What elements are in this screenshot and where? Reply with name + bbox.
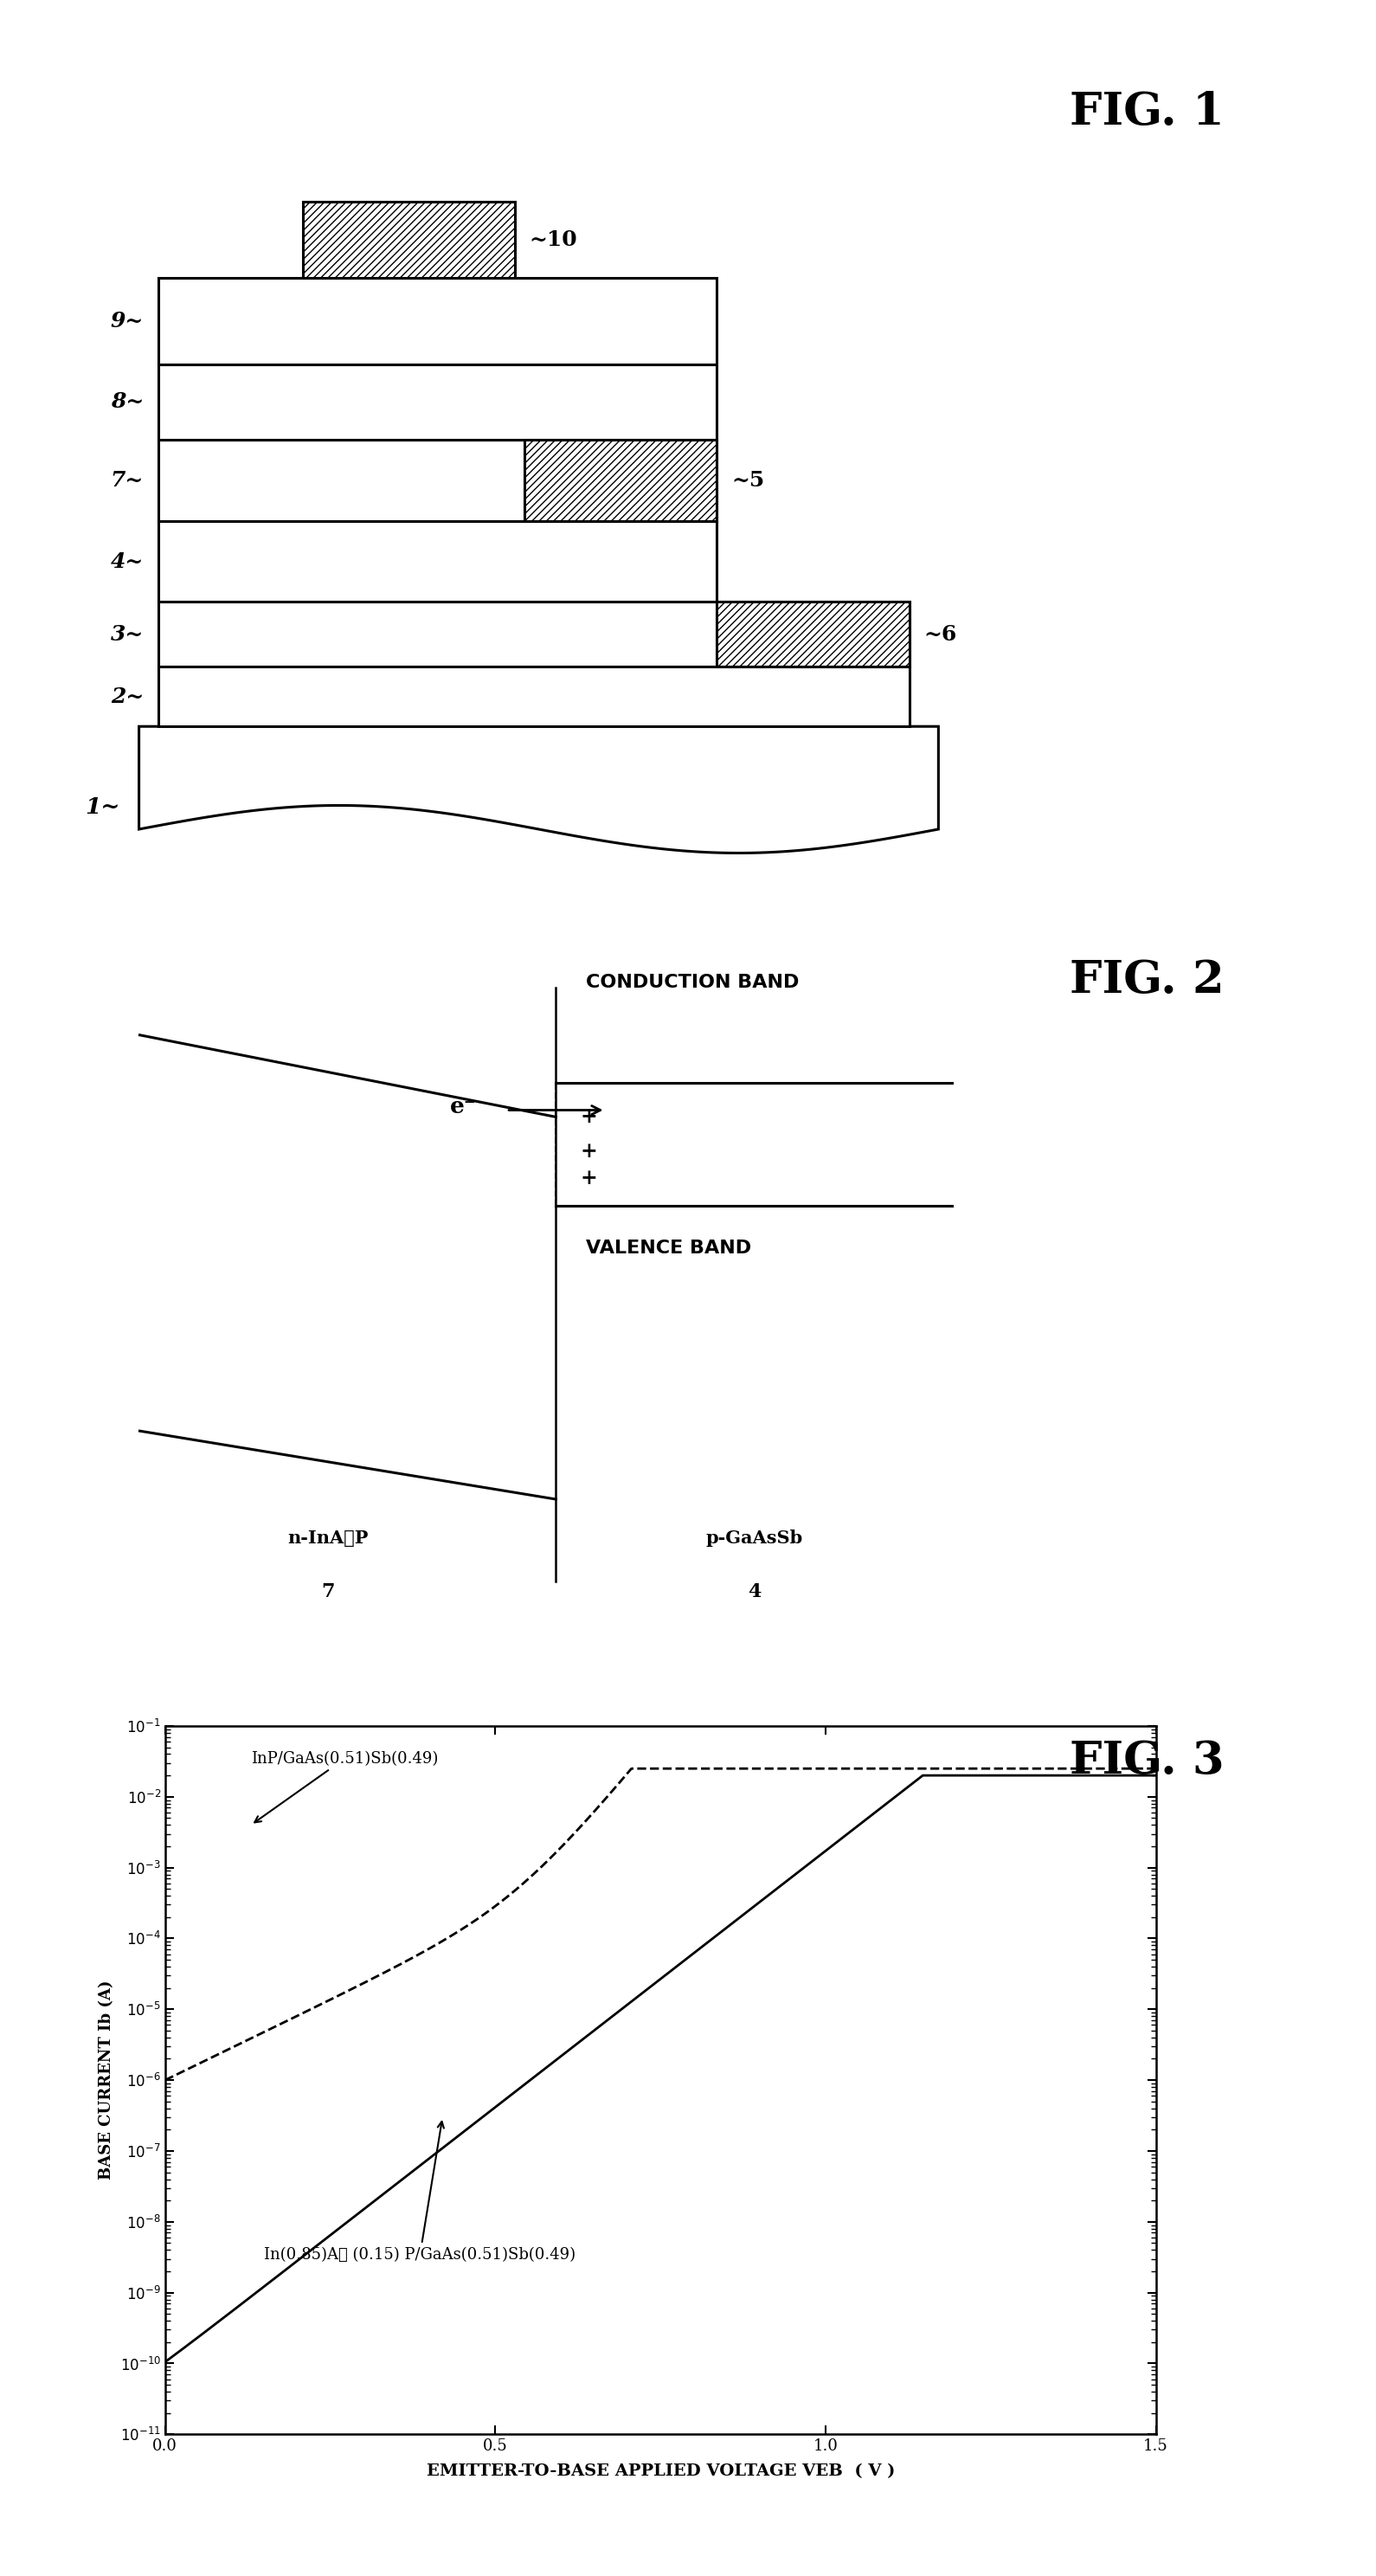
Bar [158,440,717,520]
Text: p-GaAsSb: p-GaAsSb [706,1530,802,1548]
Text: 4: 4 [747,1582,761,1602]
Text: VALENCE BAND: VALENCE BAND [586,1239,751,1257]
Text: 4~: 4~ [110,551,143,572]
Text: ~6: ~6 [925,623,958,644]
Text: 9~: 9~ [110,309,143,332]
Text: +: + [581,1141,597,1162]
X-axis label: EMITTER-TO-BASE APPLIED VOLTAGE VEB  ( V ): EMITTER-TO-BASE APPLIED VOLTAGE VEB ( V … [427,2463,894,2478]
Bar [158,278,717,363]
Text: 8~: 8~ [110,392,143,412]
Text: e⁻: e⁻ [450,1095,476,1118]
Bar [158,363,717,440]
Y-axis label: BASE CURRENT Ib (A): BASE CURRENT Ib (A) [99,1981,114,2179]
Text: 2~: 2~ [110,685,143,706]
Text: 1~: 1~ [85,796,120,819]
Bar [158,667,910,726]
Text: +: + [581,1167,597,1188]
Text: +: + [581,1108,597,1128]
Text: n-InAℓP: n-InAℓP [288,1530,369,1548]
Text: FIG. 1: FIG. 1 [1071,90,1225,134]
Polygon shape [139,726,938,853]
Text: ~5: ~5 [732,469,765,489]
Bar [158,603,910,667]
Bar [717,603,910,667]
Bar [524,440,717,520]
Text: CONDUCTION BAND: CONDUCTION BAND [586,974,799,992]
Bar [158,520,717,603]
Text: 7~: 7~ [110,469,143,489]
Text: In(0.85)Aℓ (0.15) P/GaAs(0.51)Sb(0.49): In(0.85)Aℓ (0.15) P/GaAs(0.51)Sb(0.49) [264,2123,575,2262]
Bar [303,201,515,278]
Text: FIG. 2: FIG. 2 [1071,958,1225,1002]
Text: 7: 7 [322,1582,334,1602]
Text: ~10: ~10 [528,229,577,250]
Text: 3~: 3~ [110,623,143,644]
Text: FIG. 3: FIG. 3 [1071,1739,1225,1783]
Text: InP/GaAs(0.51)Sb(0.49): InP/GaAs(0.51)Sb(0.49) [250,1752,438,1821]
